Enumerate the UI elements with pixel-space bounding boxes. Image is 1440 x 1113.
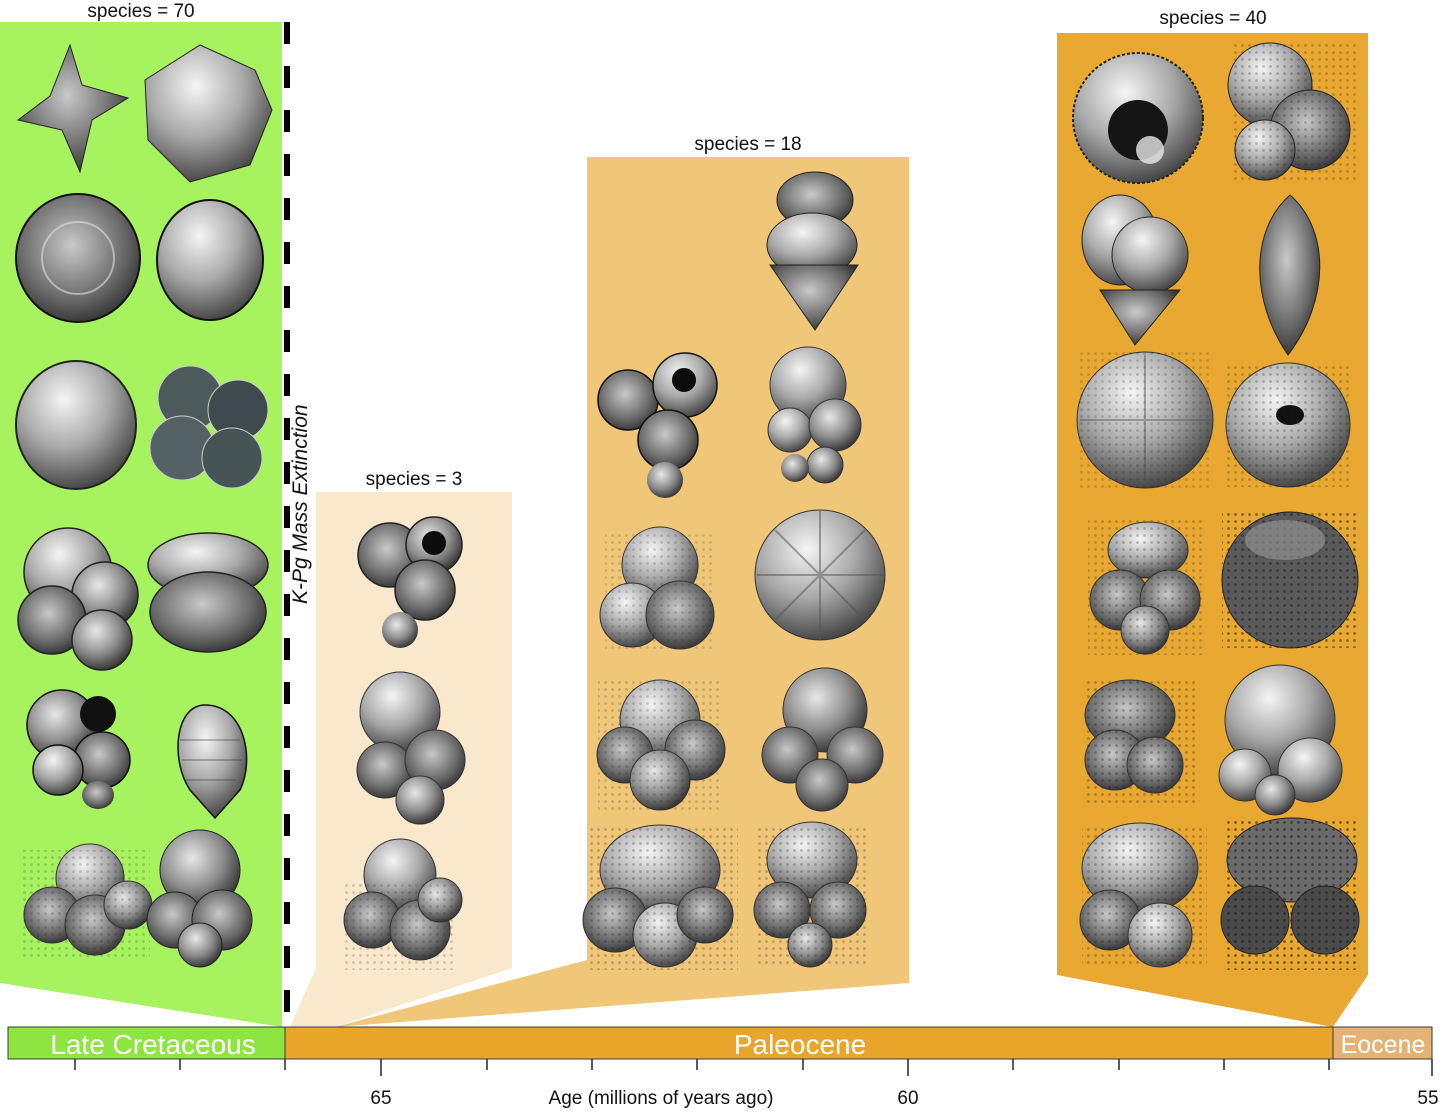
panel-earliest-paleocene: species = 3 [290,469,512,1027]
fossil-image [16,43,130,174]
fossil-image [144,44,273,183]
fossil-image [1227,40,1360,181]
fossil-image [1072,52,1204,184]
fossil-image [767,346,862,484]
fossil-image [596,679,726,811]
fossil-specimens [343,516,466,970]
kpg-extinction-label: K-Pg Mass Extinction [289,404,312,604]
fossil-image [1084,679,1195,805]
tick-label-65: 65 [370,1088,391,1109]
period-late-cretaceous [7,1026,286,1060]
panel-label: species = 40 [1159,8,1266,29]
fossil-image [1259,194,1321,356]
fossil-image [597,352,718,498]
fossil-image [1081,194,1189,346]
fossil-image [1218,664,1343,816]
fossil-image [15,360,137,490]
fossil-image [599,526,715,650]
fossil-image [146,829,253,968]
tick-label-60: 60 [897,1088,918,1109]
period-label-late-cretaceous: Late Cretaceous [50,1029,255,1060]
panel-mid-paleocene: species = 18 [335,134,909,1027]
fossil-specimens [1072,40,1360,970]
fossil-image [156,199,264,321]
fossil-image [147,532,269,653]
period-label-eocene: Eocene [1341,1031,1426,1059]
fossil-image [26,689,131,809]
fossil-image [761,667,884,812]
panel-late-paleocene: species = 40 [1057,8,1368,1027]
fossil-image [15,193,141,323]
fossil-specimens [582,171,886,970]
panel-late-cretaceous: species = 70 [0,1,282,1027]
fossil-image [17,527,139,671]
time-axis [74,1059,1433,1076]
fossil-image [41,221,115,295]
fossil-image [343,838,463,970]
fossil-image [20,843,153,960]
fossil-image [582,824,738,970]
fossil-image [753,821,870,968]
fossil-image [1225,362,1351,488]
fossil-image [1088,520,1203,655]
axis-title: Age (millions of years ago) [549,1088,774,1109]
fossil-image [754,509,886,641]
timeline-bar: Late Cretaceous Paleocene Eocene [7,1026,1433,1060]
fossil-image [766,171,859,331]
fossil-image [356,671,466,825]
fossil-image [177,704,248,820]
fossil-image [1076,351,1214,489]
panel-label: species = 3 [366,469,463,490]
panel-label: species = 70 [87,1,194,22]
fossil-image [1221,511,1359,649]
fossil-image [357,516,463,648]
fossil-image [149,365,269,489]
fossil-image [1220,817,1360,970]
fossil-specimens [15,43,273,968]
period-paleocene [284,1026,1334,1060]
panel-label: species = 18 [694,134,801,155]
period-eocene [1332,1026,1433,1060]
fossil-image [1079,822,1207,968]
tick-label-55: 55 [1417,1088,1438,1109]
period-label-paleocene: Paleocene [734,1029,866,1060]
